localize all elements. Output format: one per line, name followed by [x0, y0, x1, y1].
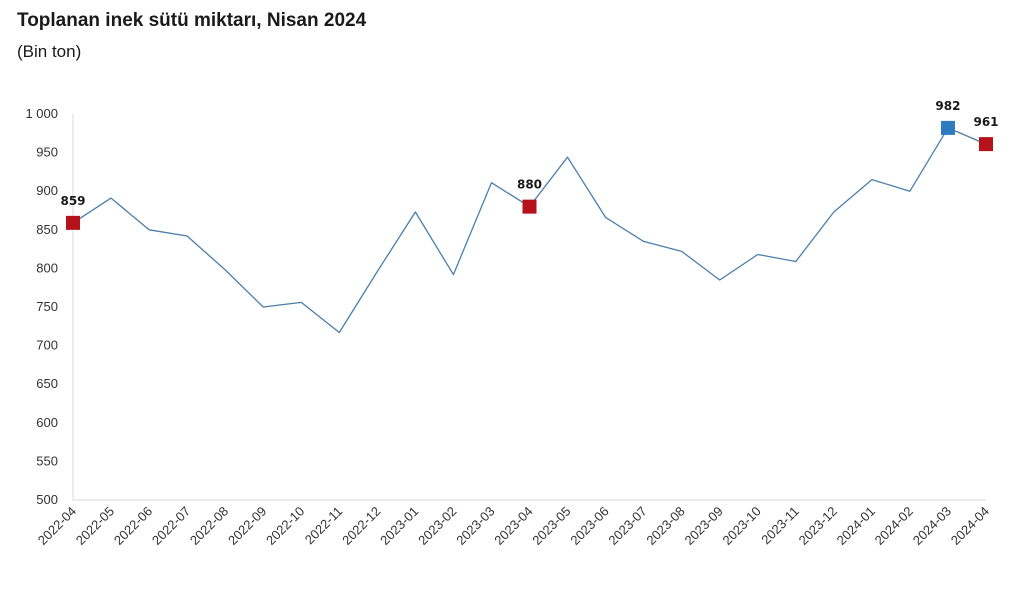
x-tick-label: 2022-12	[339, 504, 383, 548]
x-tick-label: 2022-04	[35, 504, 79, 548]
data-label: 859	[60, 194, 85, 208]
x-tick-label: 2022-08	[187, 504, 231, 548]
y-tick-label: 700	[36, 338, 58, 353]
chart-subtitle: (Bin ton)	[17, 42, 82, 61]
highlight-marker	[522, 199, 537, 214]
x-tick-label: 2023-07	[605, 504, 649, 548]
x-tick-labels: 2022-042022-052022-062022-072022-082022-…	[35, 504, 992, 548]
y-tick-label: 900	[36, 183, 58, 198]
x-tick-label: 2023-08	[643, 504, 687, 548]
x-tick-label: 2023-04	[491, 504, 535, 548]
series-line	[72, 127, 987, 334]
y-tick-label: 550	[36, 453, 58, 468]
data-label: 982	[935, 99, 960, 113]
x-tick-label: 2023-09	[681, 504, 725, 548]
series-lines	[72, 127, 987, 334]
y-tick-label: 500	[36, 492, 58, 507]
x-tick-label: 2022-09	[225, 504, 269, 548]
x-tick-label: 2023-03	[453, 504, 497, 548]
highlight-marker	[940, 120, 955, 135]
highlight-markers	[66, 120, 993, 230]
y-tick-label: 750	[36, 299, 58, 314]
x-tick-label: 2024-03	[910, 504, 954, 548]
x-tick-label: 2024-02	[872, 504, 916, 548]
x-tick-label: 2023-05	[529, 504, 573, 548]
x-tick-label: 2022-11	[302, 504, 346, 548]
x-tick-label: 2023-10	[720, 504, 764, 548]
highlight-marker	[979, 137, 993, 152]
highlight-marker	[66, 215, 80, 230]
x-tick-label: 2022-06	[111, 504, 155, 548]
x-tick-label: 2022-05	[73, 504, 117, 548]
x-tick-label: 2023-11	[758, 504, 802, 548]
x-tick-label: 2023-06	[567, 504, 611, 548]
x-tick-label: 2022-10	[263, 504, 307, 548]
data-label: 880	[517, 178, 542, 192]
y-tick-label: 600	[36, 415, 58, 430]
y-tick-label: 850	[36, 222, 58, 237]
x-tick-label: 2024-01	[834, 504, 878, 548]
x-tick-label: 2022-07	[149, 504, 193, 548]
data-label: 961	[973, 115, 998, 129]
chart-title: Toplanan inek sütü miktarı, Nisan 2024	[17, 10, 367, 31]
x-tick-label: 2024-04	[948, 504, 992, 548]
axes	[72, 114, 986, 501]
y-tick-labels: 500 550 600 650 700 750 800 850 900 950 1 000	[25, 106, 58, 507]
y-tick-label: 650	[36, 376, 58, 391]
y-tick-label: 800	[36, 260, 58, 275]
x-tick-label: 2023-12	[796, 504, 840, 548]
y-tick-label: 950	[36, 145, 58, 160]
data-labels: 859 880 982 961	[60, 99, 998, 208]
y-tick-label: 1 000	[25, 106, 58, 121]
x-tick-label: 2023-01	[377, 504, 421, 548]
x-tick-label: 2023-02	[415, 504, 459, 548]
